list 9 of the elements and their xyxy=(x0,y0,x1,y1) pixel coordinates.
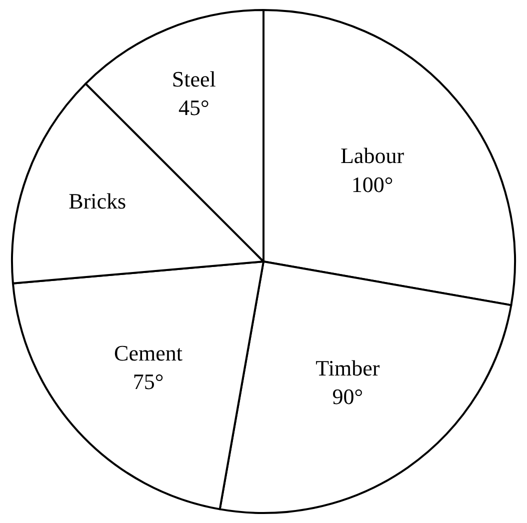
data-label: 90° xyxy=(332,384,364,409)
data-label: 45° xyxy=(178,95,210,120)
slice-label: Timber xyxy=(316,355,380,380)
data-label: 75° xyxy=(132,368,164,394)
slice-label: Labour xyxy=(340,143,405,168)
slice-label: Cement xyxy=(114,340,182,366)
slice-label: Steel xyxy=(172,66,216,92)
data-label: 100° xyxy=(351,172,394,197)
slice-label: Bricks xyxy=(68,188,126,214)
